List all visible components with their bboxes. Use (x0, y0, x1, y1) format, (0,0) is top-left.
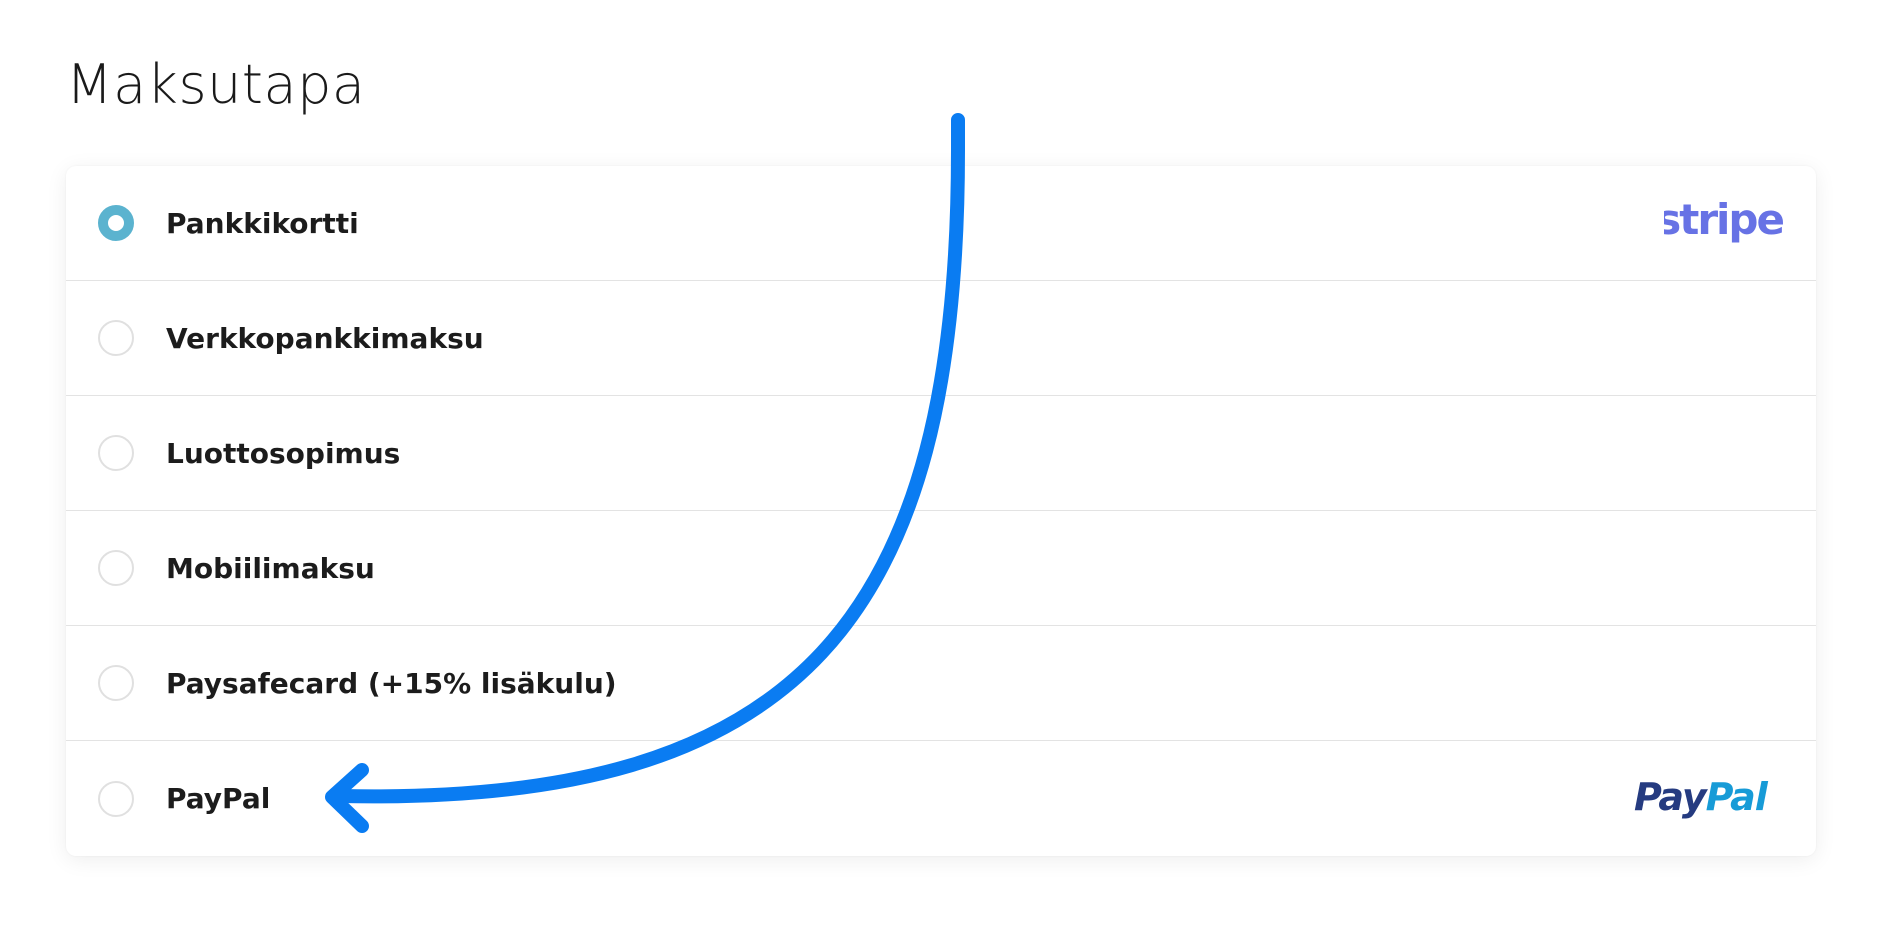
radio-button[interactable] (98, 320, 134, 356)
option-label: Verkkopankkimaksu (166, 321, 484, 355)
payment-option-paypal[interactable]: PayPal PayPal (66, 741, 1816, 856)
radio-button[interactable] (98, 435, 134, 471)
svg-text:stripe: stripe (1664, 196, 1784, 244)
option-label: PayPal (166, 782, 271, 815)
page-title: Maksutapa (66, 53, 366, 116)
option-label: Paysafecard (+15% lisäkulu) (166, 666, 617, 700)
payment-option-pankkikortti[interactable]: Pankkikortti stripe (66, 166, 1816, 281)
option-label: Mobiilimaksu (166, 551, 375, 585)
payment-method-list: Pankkikortti stripe Verkkopankkimaksu Lu… (66, 166, 1816, 856)
radio-button[interactable] (98, 550, 134, 586)
payment-option-luottosopimus[interactable]: Luottosopimus (66, 396, 1816, 511)
payment-option-mobiilimaksu[interactable]: Mobiilimaksu (66, 511, 1816, 626)
radio-button[interactable] (98, 780, 134, 817)
payment-option-verkkopankkimaksu[interactable]: Verkkopankkimaksu (66, 281, 1816, 396)
svg-text:PayPal: PayPal (1634, 775, 1769, 819)
option-label: Luottosopimus (166, 436, 401, 470)
payment-option-paysafecard[interactable]: Paysafecard (+15% lisäkulu) (66, 626, 1816, 741)
option-label: Pankkikortti (166, 206, 359, 240)
radio-button-selected[interactable] (98, 205, 134, 241)
stripe-logo: stripe (1656, 195, 1785, 250)
radio-button[interactable] (98, 665, 134, 701)
paypal-logo: PayPal (1634, 772, 1784, 826)
